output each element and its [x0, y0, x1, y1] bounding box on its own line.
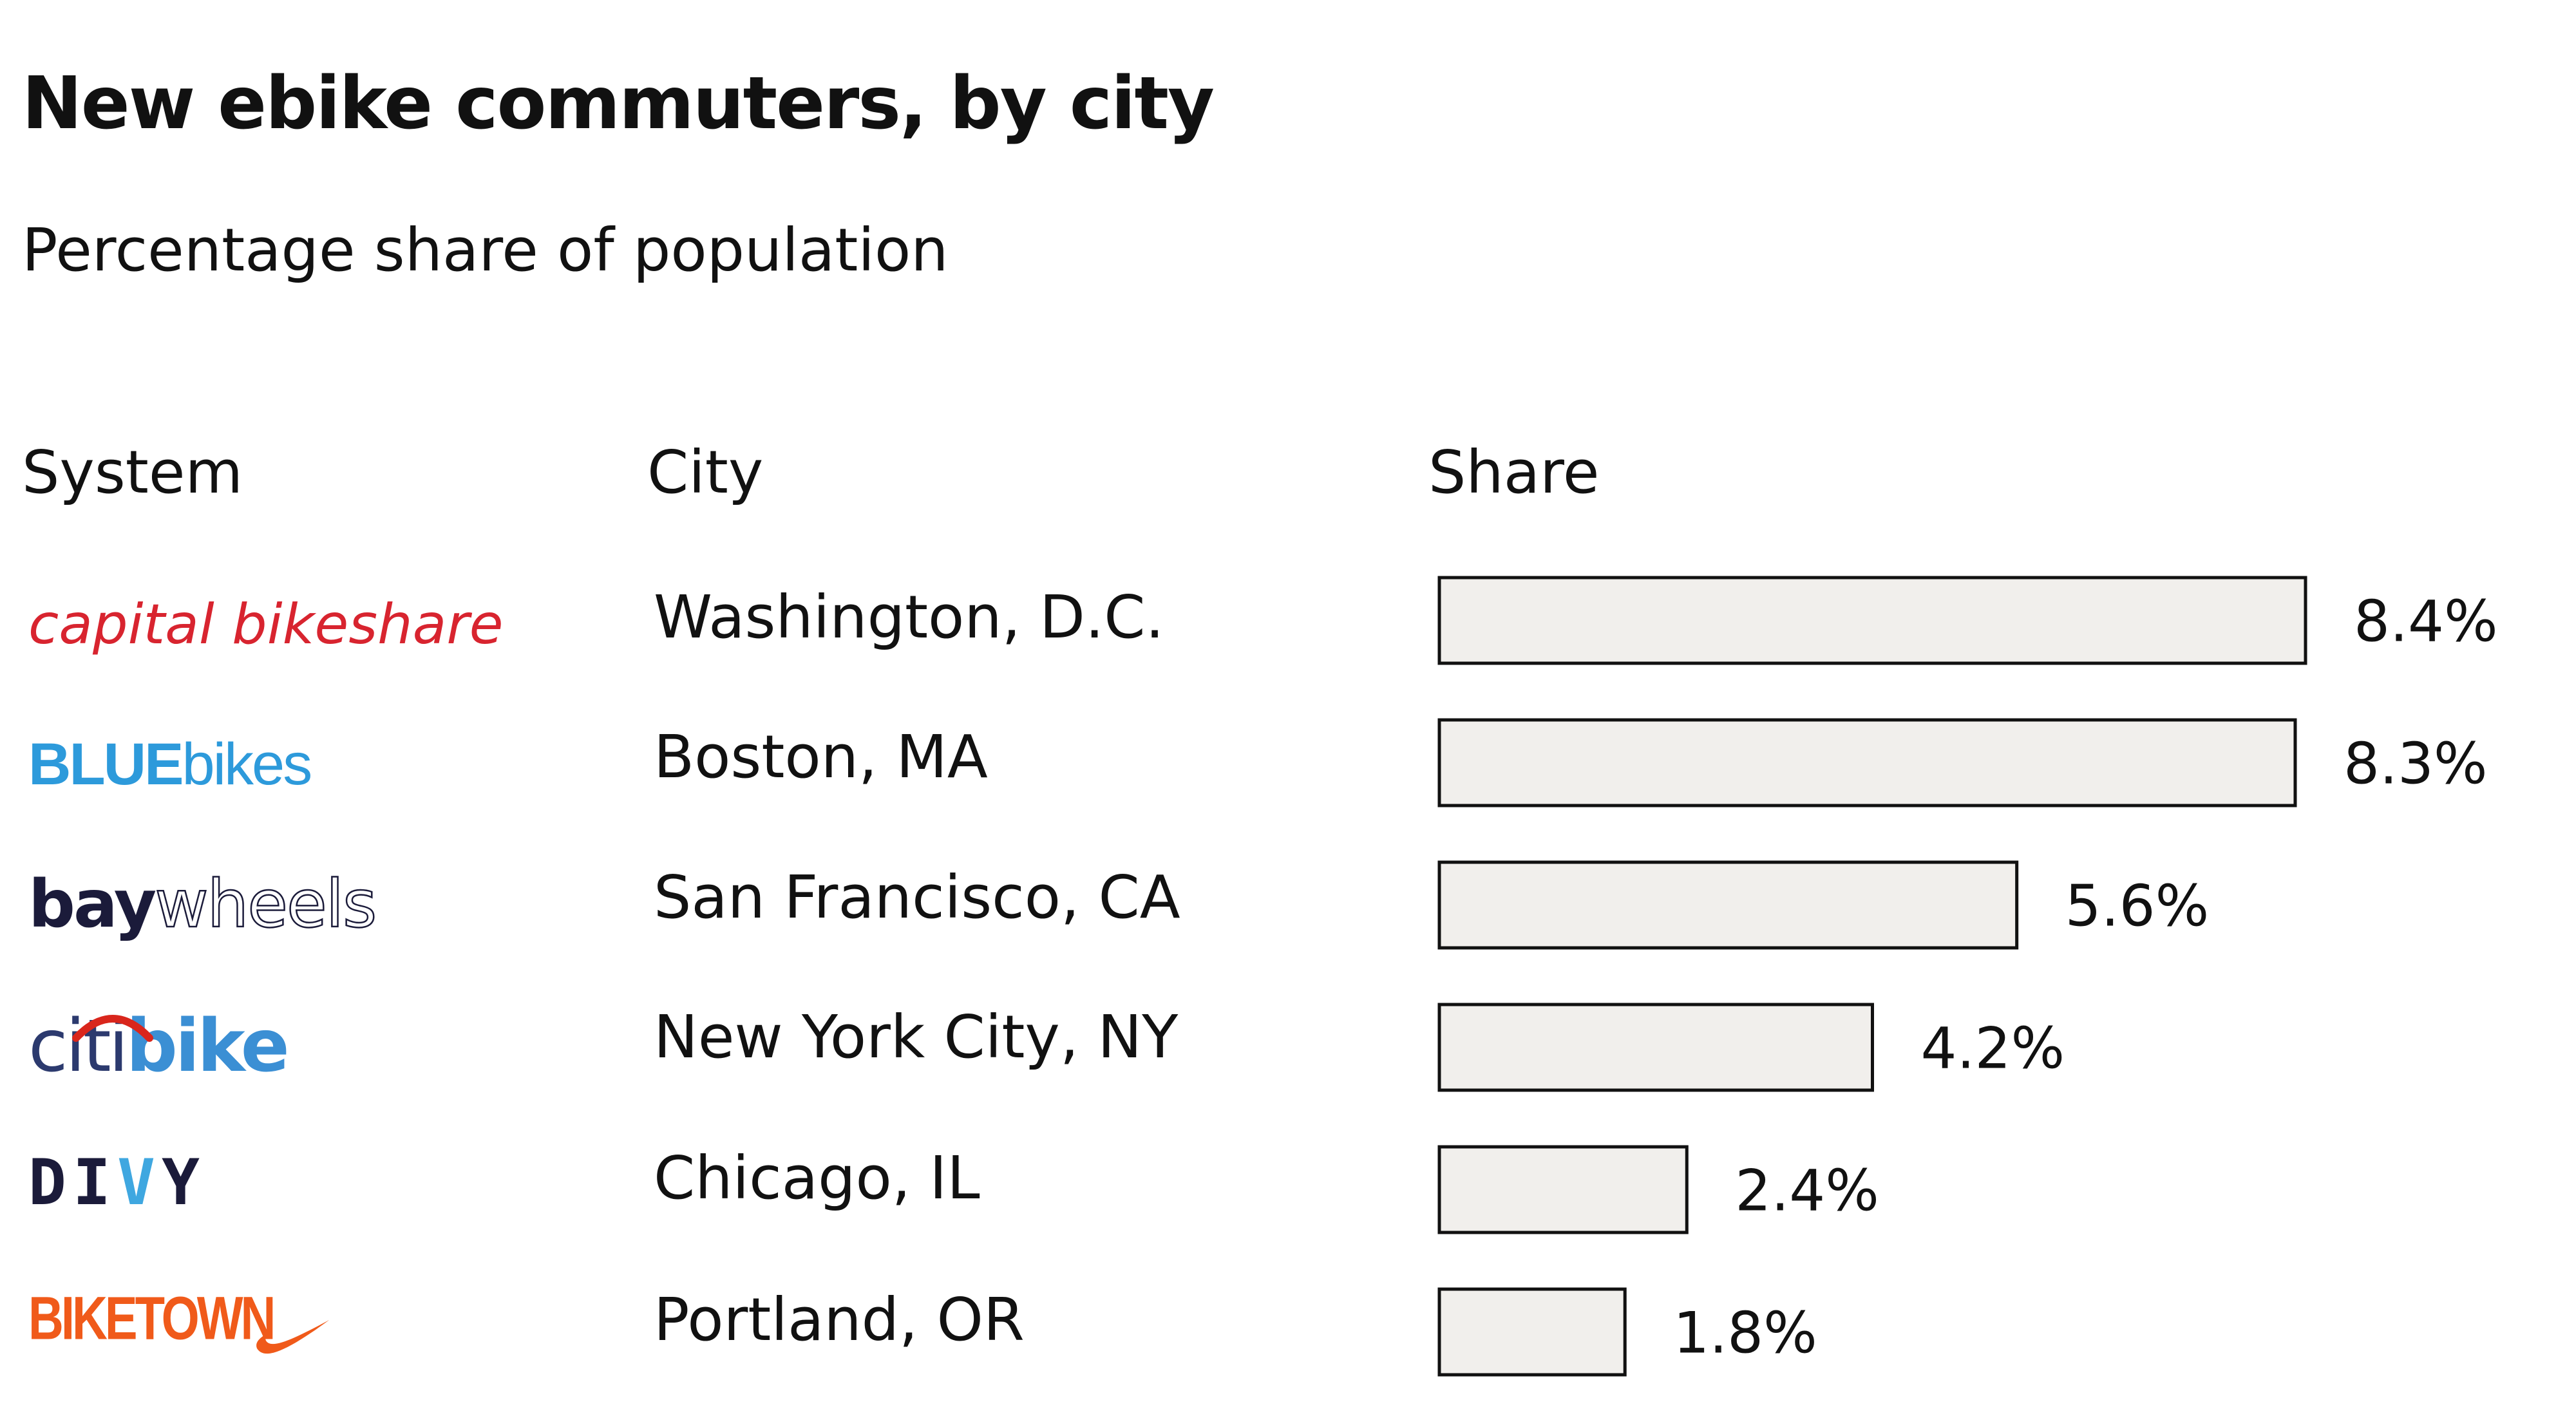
bar-0 [1437, 576, 2307, 665]
city-label: Boston, MA [654, 722, 988, 791]
column-header-city: City [647, 438, 764, 507]
chart-subtitle: Percentage share of population [22, 216, 949, 285]
bar-1 [1437, 718, 2297, 807]
bar-3 [1437, 1003, 1874, 1092]
chart-title: New ebike commuters, by city [22, 62, 1215, 146]
city-label: Portland, OR [654, 1285, 1025, 1354]
capital-bikeshare-logo: capital bikeshare [28, 592, 504, 657]
bar-value-label-2: 5.6% [2065, 873, 2210, 939]
bluebikes-logo: BLUEbikes [28, 731, 312, 798]
city-label: Washington, D.C. [654, 583, 1164, 652]
biketown-logo: BIKETOWN [28, 1285, 276, 1354]
city-label: San Francisco, CA [654, 863, 1180, 932]
column-header-share: Share [1428, 438, 1600, 507]
bar-5 [1437, 1287, 1627, 1377]
bluebikes-logo-part-blue: BLUE [28, 731, 184, 797]
bar-value-label-3: 4.2% [1921, 1015, 2065, 1082]
city-label: Chicago, IL [654, 1144, 980, 1213]
baywheels-logo: baywheels [28, 865, 378, 944]
bar-value-label-1: 8.3% [2344, 731, 2488, 797]
divvy-logo-part-v: V [117, 1146, 162, 1220]
bar-value-label-4: 2.4% [1735, 1158, 1879, 1224]
city-label: New York City, NY [654, 1003, 1179, 1071]
baywheels-logo-part-bay: bay [28, 866, 156, 943]
swoosh-icon [256, 1320, 329, 1354]
bar-4 [1437, 1145, 1689, 1234]
divvy-logo-part-y: Y [162, 1146, 207, 1220]
baywheels-logo-part-wheels: wheels [154, 865, 378, 944]
bar-2 [1437, 860, 2019, 950]
divvy-logo: DIVY [28, 1146, 206, 1220]
bar-value-label-0: 8.4% [2354, 589, 2498, 655]
divvy-logo-part-di: DI [28, 1146, 118, 1220]
bluebikes-logo-part-bikes: bikes [182, 731, 312, 797]
citibike-arc-icon [72, 1015, 153, 1042]
citibike-logo-part-bike: bike [126, 1005, 290, 1088]
column-header-system: System [22, 438, 243, 507]
bar-value-label-5: 1.8% [1673, 1300, 1817, 1366]
biketown-logo-text: BIKETOWN [28, 1284, 276, 1353]
